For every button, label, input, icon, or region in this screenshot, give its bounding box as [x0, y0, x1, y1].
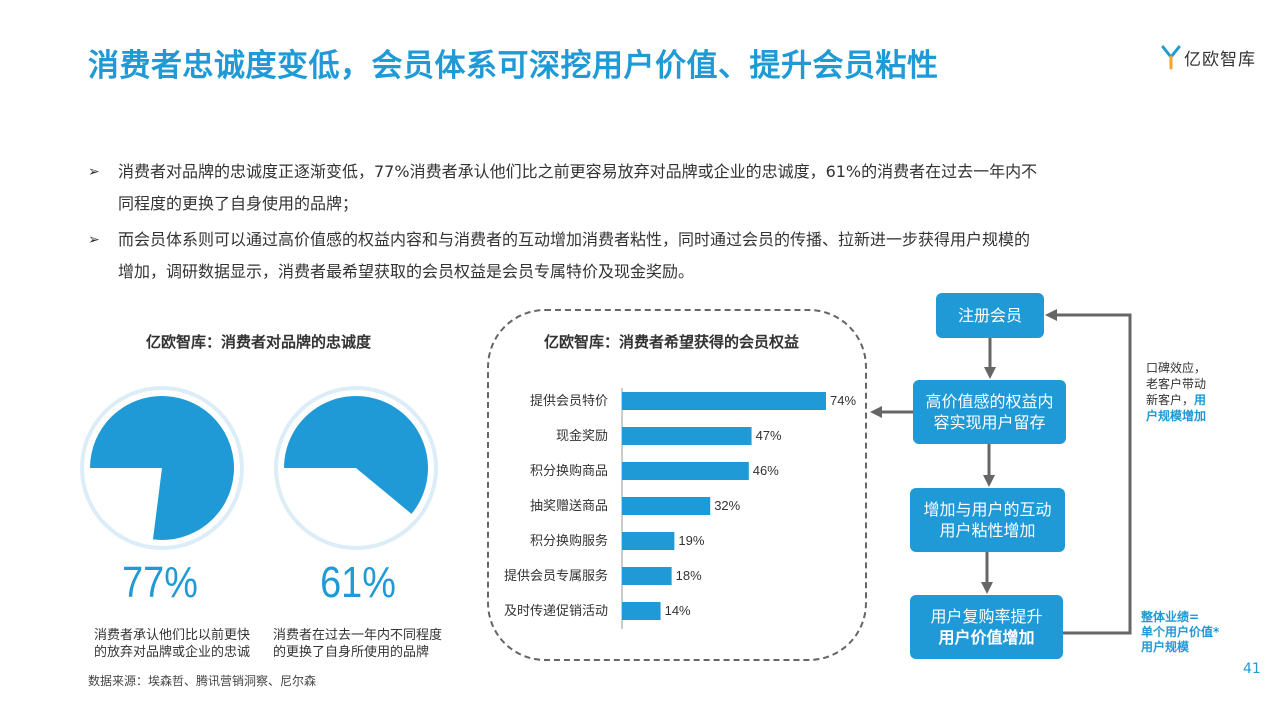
pie-slice: [284, 395, 428, 514]
pie-value-77: 77%: [122, 558, 198, 607]
flow-step-engagement: 增加与用户的互动 用户粘性增加: [910, 488, 1065, 552]
word-of-mouth-note: 口碑效应， 老客户带动 新客户，用 户规模增加: [1124, 360, 1206, 424]
bullet-line: 同程度的更换了自身使用的品牌；: [118, 194, 359, 213]
flow-step-label: 用户价值增加: [938, 628, 1035, 647]
brand-logo: 亿欧智库: [1161, 44, 1256, 70]
pie-ring: [274, 386, 438, 550]
note-line: 户规模增加: [1145, 409, 1206, 423]
performance-formula-note: 整体业绩= 单个用户价值* 用户规模: [1141, 610, 1219, 655]
bullet-item-2: ➢ 而会员体系则可以通过高价值感的权益内容和与消费者的互动增加消费者粘性，同时通…: [88, 224, 1208, 288]
flow-step-label: 注册会员: [957, 306, 1022, 325]
data-source: 数据来源：埃森哲、腾讯营销洞察、尼尔森: [88, 674, 317, 688]
note-line: 新客户，用: [1124, 392, 1206, 408]
flow-step-label: 用户粘性增加: [939, 521, 1036, 540]
bullet-line: 消费者对品牌的忠诚度正逐渐变低，77%消费者承认他们比之前更容易放弃对品牌或企业…: [118, 162, 1038, 181]
page-number: 41: [1243, 661, 1261, 677]
pie-ring: [80, 386, 244, 550]
bullet-arrow-icon: ➢: [88, 232, 100, 248]
flow-step-value: 用户复购率提升 用户价值增加: [910, 595, 1063, 659]
pie-caption-61: 消费者在过去一年内不同程度 的更换了自身所使用的品牌: [273, 627, 463, 661]
pie-chart-61: [274, 386, 438, 550]
note-line: 整体业绩=: [1141, 610, 1200, 624]
caption-line: 的放弃对品牌或企业的忠诚: [94, 645, 251, 660]
flow-step-register: 注册会员: [936, 293, 1044, 338]
flow-step-label: 高价值感的权益内: [925, 392, 1054, 411]
flow-loop-arrow: [1045, 309, 1132, 635]
flow-step-retention: 高价值感的权益内 容实现用户留存: [913, 380, 1066, 444]
note-line: 口碑效应，: [1145, 361, 1206, 375]
caption-line: 消费者在过去一年内不同程度: [273, 628, 443, 643]
note-line: 单个用户价值*: [1141, 625, 1220, 639]
bullet-line: 增加，调研数据显示，消费者最希望获取的会员权益是会员专属特价及现金奖励。: [118, 262, 695, 281]
benefits-chart-title: 亿欧智库：消费者希望获得的会员权益: [544, 333, 800, 351]
bullet-arrow-icon: ➢: [88, 164, 100, 180]
caption-line: 的更换了自身所使用的品牌: [273, 645, 430, 660]
logo-icon: [1161, 45, 1181, 70]
pie-chart-77: [80, 386, 244, 550]
pie-slice: [90, 396, 234, 540]
note-line: 老客户带动: [1145, 377, 1206, 391]
page-title: 消费者忠诚度变低，会员体系可深挖用户价值、提升会员粘性: [88, 48, 939, 84]
note-text: 新客户，: [1145, 393, 1194, 407]
pie-value-61: 61%: [320, 558, 396, 607]
bullet-list: ➢ 消费者对品牌的忠诚度正逐渐变低，77%消费者承认他们比之前更容易放弃对品牌或…: [88, 156, 1208, 288]
flow-step-label: 用户复购率提升: [930, 607, 1043, 626]
pie-caption-77: 消费者承认他们比以前更快 的放弃对品牌或企业的忠诚: [94, 627, 284, 661]
flow-step-label: 容实现用户留存: [933, 413, 1046, 432]
logo-text: 亿欧智库: [1184, 49, 1256, 70]
flow-step-label: 增加与用户的互动: [923, 500, 1052, 519]
benefits-chart-frame: [487, 309, 867, 661]
bullet-item-1: ➢ 消费者对品牌的忠诚度正逐渐变低，77%消费者承认他们比之前更容易放弃对品牌或…: [88, 156, 1208, 220]
loyalty-chart-title: 亿欧智库：消费者对品牌的忠诚度: [146, 333, 372, 351]
note-highlight: 用: [1193, 393, 1206, 407]
note-line: 用户规模: [1141, 640, 1190, 654]
caption-line: 消费者承认他们比以前更快: [94, 628, 251, 643]
bullet-line: 而会员体系则可以通过高价值感的权益内容和与消费者的互动增加消费者粘性，同时通过会…: [118, 230, 1031, 249]
